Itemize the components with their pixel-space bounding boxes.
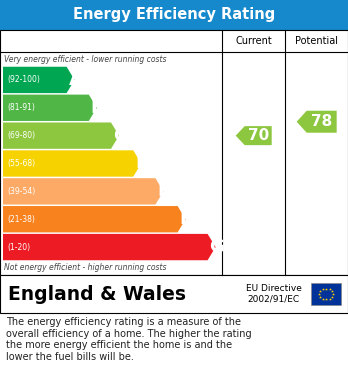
Text: D: D bbox=[135, 154, 150, 172]
Text: B: B bbox=[91, 99, 104, 117]
Polygon shape bbox=[3, 234, 216, 260]
Text: (92-100): (92-100) bbox=[7, 75, 40, 84]
Bar bbox=[0, 0, 348, 30]
Text: (1-20): (1-20) bbox=[7, 242, 30, 251]
Text: G: G bbox=[209, 238, 224, 256]
Polygon shape bbox=[3, 122, 119, 149]
Text: EU Directive
2002/91/EC: EU Directive 2002/91/EC bbox=[246, 284, 302, 304]
Bar bbox=[0, 30, 348, 275]
Text: C: C bbox=[113, 127, 126, 145]
Text: Current: Current bbox=[235, 36, 272, 46]
Text: F: F bbox=[180, 210, 192, 228]
Text: A: A bbox=[69, 71, 82, 89]
Text: Not energy efficient - higher running costs: Not energy efficient - higher running co… bbox=[4, 264, 166, 273]
Text: England & Wales: England & Wales bbox=[8, 285, 186, 303]
Text: The energy efficiency rating is a measure of the
overall efficiency of a home. T: The energy efficiency rating is a measur… bbox=[6, 317, 252, 362]
Polygon shape bbox=[3, 206, 185, 232]
Text: (69-80): (69-80) bbox=[7, 131, 35, 140]
Text: Energy Efficiency Rating: Energy Efficiency Rating bbox=[73, 7, 275, 23]
Polygon shape bbox=[3, 67, 74, 93]
Bar bbox=[0, 275, 348, 313]
Text: (55-68): (55-68) bbox=[7, 159, 35, 168]
Text: (81-91): (81-91) bbox=[7, 103, 35, 112]
Polygon shape bbox=[297, 111, 337, 133]
Text: E: E bbox=[157, 182, 170, 200]
Polygon shape bbox=[236, 126, 272, 145]
Text: 78: 78 bbox=[311, 114, 332, 129]
Text: (21-38): (21-38) bbox=[7, 215, 35, 224]
Text: Potential: Potential bbox=[295, 36, 338, 46]
Bar bbox=[311, 283, 341, 305]
Text: (39-54): (39-54) bbox=[7, 187, 35, 196]
Polygon shape bbox=[3, 178, 164, 204]
Polygon shape bbox=[3, 150, 141, 177]
Text: Very energy efficient - lower running costs: Very energy efficient - lower running co… bbox=[4, 54, 166, 63]
Polygon shape bbox=[3, 95, 97, 121]
Text: 70: 70 bbox=[247, 128, 269, 143]
